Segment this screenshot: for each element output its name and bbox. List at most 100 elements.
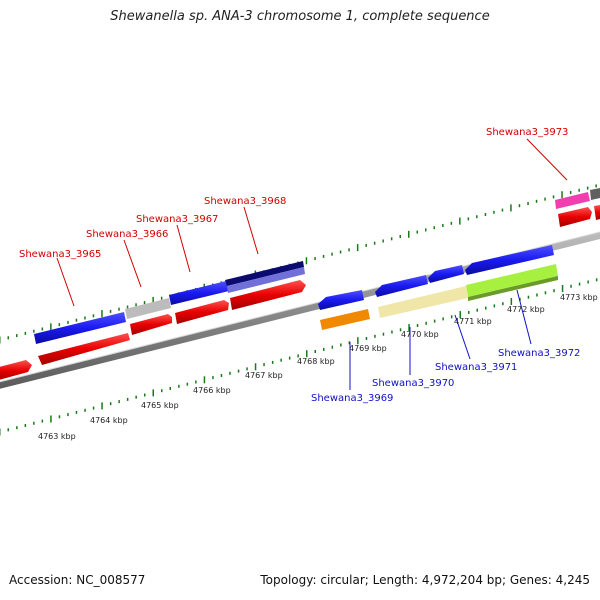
scale-label: 4767 kbp: [245, 371, 283, 380]
scale-major-tick: [152, 296, 154, 304]
gene-feature-shewana3-3972[interactable]: [466, 264, 558, 297]
scale-major-tick: [459, 217, 461, 225]
accession-text: Accession: NC_008577: [9, 573, 146, 587]
scale-minor-tick: [493, 210, 495, 214]
cds-feature[interactable]: [594, 205, 600, 220]
scale-minor-tick: [569, 191, 572, 194]
leader-line: [56, 257, 75, 307]
reverse-gene-track: [318, 245, 558, 330]
cds-feature[interactable]: [175, 300, 229, 324]
cds-feature[interactable]: [38, 333, 130, 365]
scale-label: 4763 kbp: [38, 432, 76, 441]
scale-minor-tick: [468, 310, 470, 314]
cds-feature[interactable]: [130, 314, 172, 335]
scale-label: 4765 kbp: [141, 401, 179, 410]
scale-minor-tick: [288, 356, 291, 360]
gene-label-shewana3-3972[interactable]: Shewana3_3972: [498, 348, 580, 359]
scale-minor-tick: [67, 413, 69, 417]
scale-label: 4764 kbp: [90, 416, 128, 425]
orange-feature[interactable]: [320, 309, 370, 330]
forward-gene-track: [0, 188, 600, 381]
scale-minor-tick: [450, 315, 453, 319]
scale-major-tick: [254, 363, 257, 371]
gene-label-shewana3-3973[interactable]: Shewana3_3973: [486, 127, 568, 138]
gene-feature-shewana3-3965[interactable]: [34, 312, 126, 344]
scale-minor-tick: [527, 295, 530, 299]
lime-feature-shadow: [468, 276, 558, 301]
scale-minor-tick: [339, 250, 342, 254]
khaki-feature[interactable]: [378, 286, 468, 318]
cds-feature[interactable]: [230, 280, 306, 310]
scale-minor-tick: [374, 334, 376, 338]
scale-minor-tick: [297, 354, 299, 358]
gene-label-shewana3-3965[interactable]: Shewana3_3965: [19, 249, 101, 260]
scale-minor-tick: [416, 324, 419, 327]
scale-minor-tick: [425, 321, 427, 325]
gene-label-shewana3-3970[interactable]: Shewana3_3970: [372, 378, 454, 389]
scale-minor-tick: [442, 317, 444, 321]
scale-major-tick: [357, 337, 359, 345]
scale-label: 4769 kbp: [349, 344, 387, 353]
leader-line: [526, 138, 568, 181]
scale-minor-tick: [33, 329, 35, 333]
scale-minor-tick: [220, 374, 223, 377]
scale-minor-tick: [126, 397, 129, 401]
scale-major-tick: [305, 257, 308, 265]
reverse-labels: Shewana3_3969 Shewana3_3970 Shewana3_397…: [311, 348, 580, 404]
scale-minor-tick: [314, 350, 316, 353]
scale-minor-tick: [169, 387, 171, 390]
scale-minor-tick: [109, 309, 112, 313]
scale-major-tick: [152, 389, 154, 397]
scale-minor-tick: [16, 426, 18, 430]
gene-feature-shewana3-3966[interactable]: [125, 298, 171, 319]
gene-feature-shewana3-3973[interactable]: [555, 192, 590, 209]
cds-feature[interactable]: [0, 360, 32, 381]
scale-minor-tick: [33, 421, 35, 425]
scale-minor-tick: [246, 367, 248, 371]
scale-major-tick: [561, 191, 563, 199]
scale-minor-tick: [237, 369, 240, 373]
scale-minor-tick: [135, 303, 137, 307]
scale-minor-tick: [135, 395, 137, 399]
scale-major-tick: [510, 298, 513, 305]
scale-minor-tick: [578, 282, 581, 286]
scale-minor-tick: [450, 221, 453, 225]
gene-feature-shewana3-3970[interactable]: [375, 275, 428, 297]
gene-label-shewana3-3969[interactable]: Shewana3_3969: [311, 393, 393, 404]
scale-minor-tick: [373, 241, 376, 245]
gene-feature-shewana3-3968[interactable]: [225, 261, 304, 286]
scale-major-tick: [408, 324, 410, 332]
scale-major-tick: [408, 230, 410, 238]
scale-minor-tick: [442, 224, 444, 227]
cds-feature[interactable]: [558, 207, 592, 227]
scale-minor-tick: [7, 336, 9, 340]
gene-label-shewana3-3968[interactable]: Shewana3_3968: [204, 196, 286, 207]
gene-label-shewana3-3971[interactable]: Shewana3_3971: [435, 362, 517, 373]
scale-major-tick: [101, 402, 103, 410]
scale-minor-tick: [280, 358, 282, 362]
scale-minor-tick: [322, 254, 325, 258]
scale-minor-tick: [348, 341, 351, 345]
gene-feature-blue-long[interactable]: [465, 245, 554, 275]
gene-feature-shewana3-3969[interactable]: [318, 290, 364, 310]
scale-label: 4771 kbp: [454, 317, 492, 326]
gene-feature-shewana3-3967[interactable]: [169, 281, 229, 305]
leader-line: [176, 224, 191, 273]
scale-minor-tick: [340, 343, 342, 347]
scale-minor-tick: [484, 213, 487, 216]
scale-minor-tick: [323, 347, 325, 351]
scale-minor-tick: [587, 280, 589, 284]
scale-minor-tick: [58, 415, 61, 419]
scale-minor-tick: [518, 204, 521, 208]
scale-major-tick: [561, 285, 564, 292]
scale-minor-tick: [144, 393, 146, 397]
scale-minor-tick: [84, 408, 86, 412]
reverse-label-leaders: [349, 289, 532, 390]
gene-label-shewana3-3966[interactable]: Shewana3_3966: [86, 229, 168, 240]
gene-label-shewana3-3967[interactable]: Shewana3_3967: [136, 214, 218, 225]
forward-labels: Shewana3_3965 Shewana3_3966 Shewana3_396…: [19, 127, 568, 260]
scale-minor-tick: [527, 202, 529, 205]
gene-feature-dark-grey[interactable]: [590, 188, 600, 200]
gene-feature-shewana3-3971[interactable]: [428, 265, 464, 283]
